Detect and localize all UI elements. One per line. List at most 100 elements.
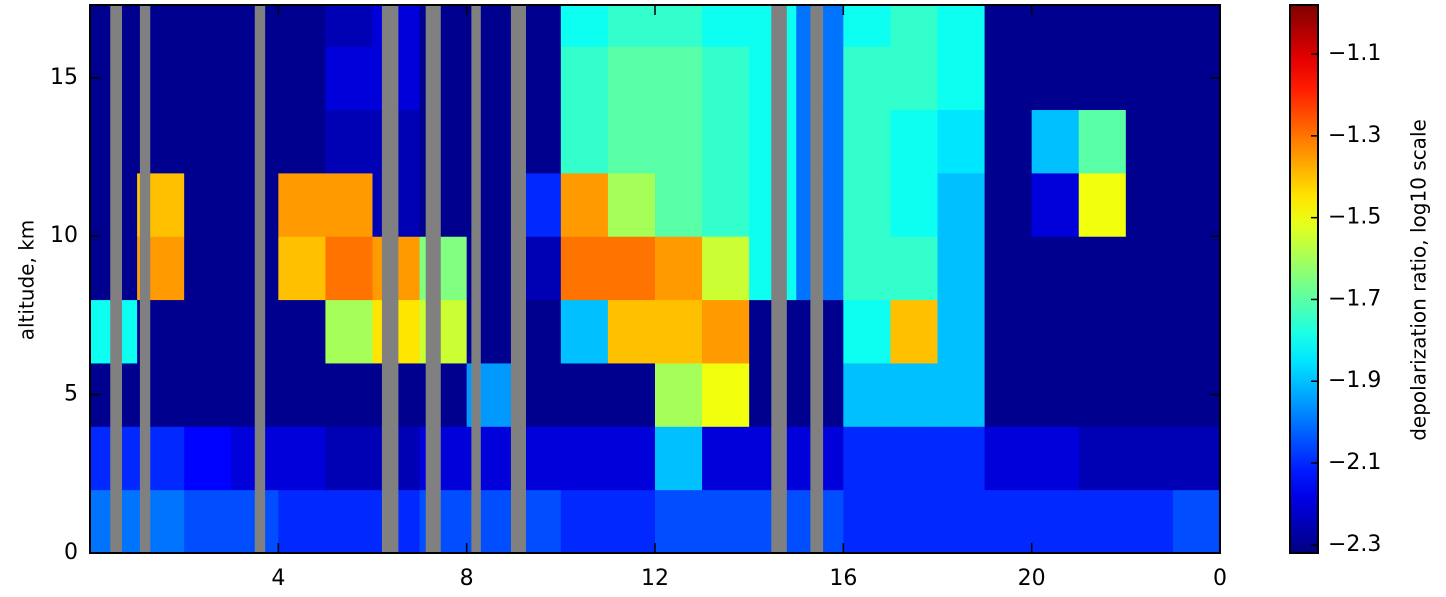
heatmap-cell (702, 299, 750, 364)
heatmap-cell (655, 46, 703, 111)
heatmap-cell (184, 299, 232, 364)
heatmap-cell (184, 5, 232, 47)
heatmap-cell (278, 426, 326, 491)
colorbar-tick-label: −1.3 (1328, 123, 1381, 148)
heatmap-cell (1078, 362, 1127, 427)
heatmap-cell (655, 5, 703, 47)
heatmap-cell (890, 489, 938, 554)
heatmap-cell (702, 236, 750, 301)
heatmap-cell (843, 109, 891, 174)
heatmap-cell (278, 172, 326, 237)
heatmap-cell (184, 426, 232, 491)
missing-data-band (425, 5, 441, 553)
heatmap-cell (1031, 489, 1080, 554)
heatmap-cell (607, 172, 656, 237)
heatmap-cell (184, 236, 232, 301)
heatmap-cell (1125, 362, 1174, 427)
heatmap-cell (607, 426, 656, 491)
heatmap-cell (560, 426, 609, 491)
x-tick-label: 8 (460, 566, 474, 591)
heatmap-cell (984, 109, 1033, 174)
heatmap-cell (560, 172, 609, 237)
heatmap-cell (984, 362, 1033, 427)
heatmap-cell (890, 299, 938, 364)
heatmap-cell (560, 299, 609, 364)
heatmap-cell (1172, 426, 1221, 491)
heatmap-cell (607, 5, 656, 47)
heatmap-cell (325, 5, 373, 47)
heatmap-cell (1078, 236, 1127, 301)
heatmap-cell (1125, 172, 1174, 237)
heatmap-cell (1031, 362, 1080, 427)
heatmap-cell (1078, 109, 1127, 174)
heatmap-cell (1125, 426, 1174, 491)
heatmap-cell (984, 46, 1033, 111)
y-tick-label: 15 (50, 65, 78, 90)
x-tick-label: 20 (1018, 566, 1046, 591)
heatmap-cell (890, 426, 938, 491)
heatmap (90, 5, 1221, 554)
heatmap-cell (1078, 5, 1127, 47)
heatmap-cell (1078, 299, 1127, 364)
heatmap-cell (1172, 236, 1221, 301)
heatmap-cell (937, 362, 986, 427)
heatmap-cell (278, 46, 326, 111)
heatmap-cell (843, 362, 891, 427)
heatmap-cell (984, 299, 1033, 364)
heatmap-cell (325, 109, 373, 174)
y-tick-label: 0 (64, 540, 78, 565)
heatmap-cell (843, 236, 891, 301)
heatmap-cell (278, 489, 326, 554)
heatmap-cell (1172, 5, 1221, 47)
heatmap-cell (1078, 46, 1127, 111)
heatmap-cell (702, 362, 750, 427)
heatmap-cell (325, 426, 373, 491)
heatmap-cell (843, 426, 891, 491)
heatmap-cell (278, 362, 326, 427)
heatmap-cell (890, 362, 938, 427)
x-tick-label: 16 (829, 566, 857, 591)
colorbar-tick-label: −2.3 (1328, 532, 1381, 557)
heatmap-cell (1078, 489, 1127, 554)
heatmap-cell (984, 172, 1033, 237)
heatmap-cell (325, 46, 373, 111)
heatmap-cell (655, 236, 703, 301)
heatmap-cell (607, 109, 656, 174)
heatmap-cell (184, 109, 232, 174)
heatmap-cell (937, 46, 986, 111)
heatmap-cell (655, 109, 703, 174)
heatmap-cell (1172, 109, 1221, 174)
y-tick-label: 10 (50, 223, 78, 248)
heatmap-cell (937, 236, 986, 301)
y-tick-label: 5 (64, 382, 78, 407)
missing-data-band (110, 5, 123, 553)
heatmap-cell (1078, 172, 1127, 237)
heatmap-cell (1078, 426, 1127, 491)
heatmap-cell (560, 46, 609, 111)
heatmap-cell (984, 236, 1033, 301)
heatmap-cell (325, 299, 373, 364)
missing-data-band (471, 5, 481, 553)
colorbar-tick-label: −1.5 (1328, 205, 1381, 230)
heatmap-cell (890, 236, 938, 301)
missing-data-band (254, 5, 266, 553)
heatmap-cell (702, 46, 750, 111)
heatmap-cell (702, 109, 750, 174)
heatmap-cell (702, 489, 750, 554)
heatmap-cell (560, 109, 609, 174)
y-axis-label: altitude, km (15, 220, 39, 341)
heatmap-cell (937, 172, 986, 237)
heatmap-cell (843, 489, 891, 554)
heatmap-cell (655, 362, 703, 427)
heatmap-cell (937, 299, 986, 364)
heatmap-cell (937, 489, 986, 554)
heatmap-cell (184, 172, 232, 237)
missing-data-band (510, 5, 526, 553)
heatmap-cell (325, 362, 373, 427)
heatmap-cell (278, 5, 326, 47)
colorbar-label: depolarization ratio, log10 scale (1407, 119, 1431, 441)
missing-data-band (771, 5, 787, 553)
heatmap-cell (1125, 489, 1174, 554)
heatmap-cell (1031, 172, 1080, 237)
